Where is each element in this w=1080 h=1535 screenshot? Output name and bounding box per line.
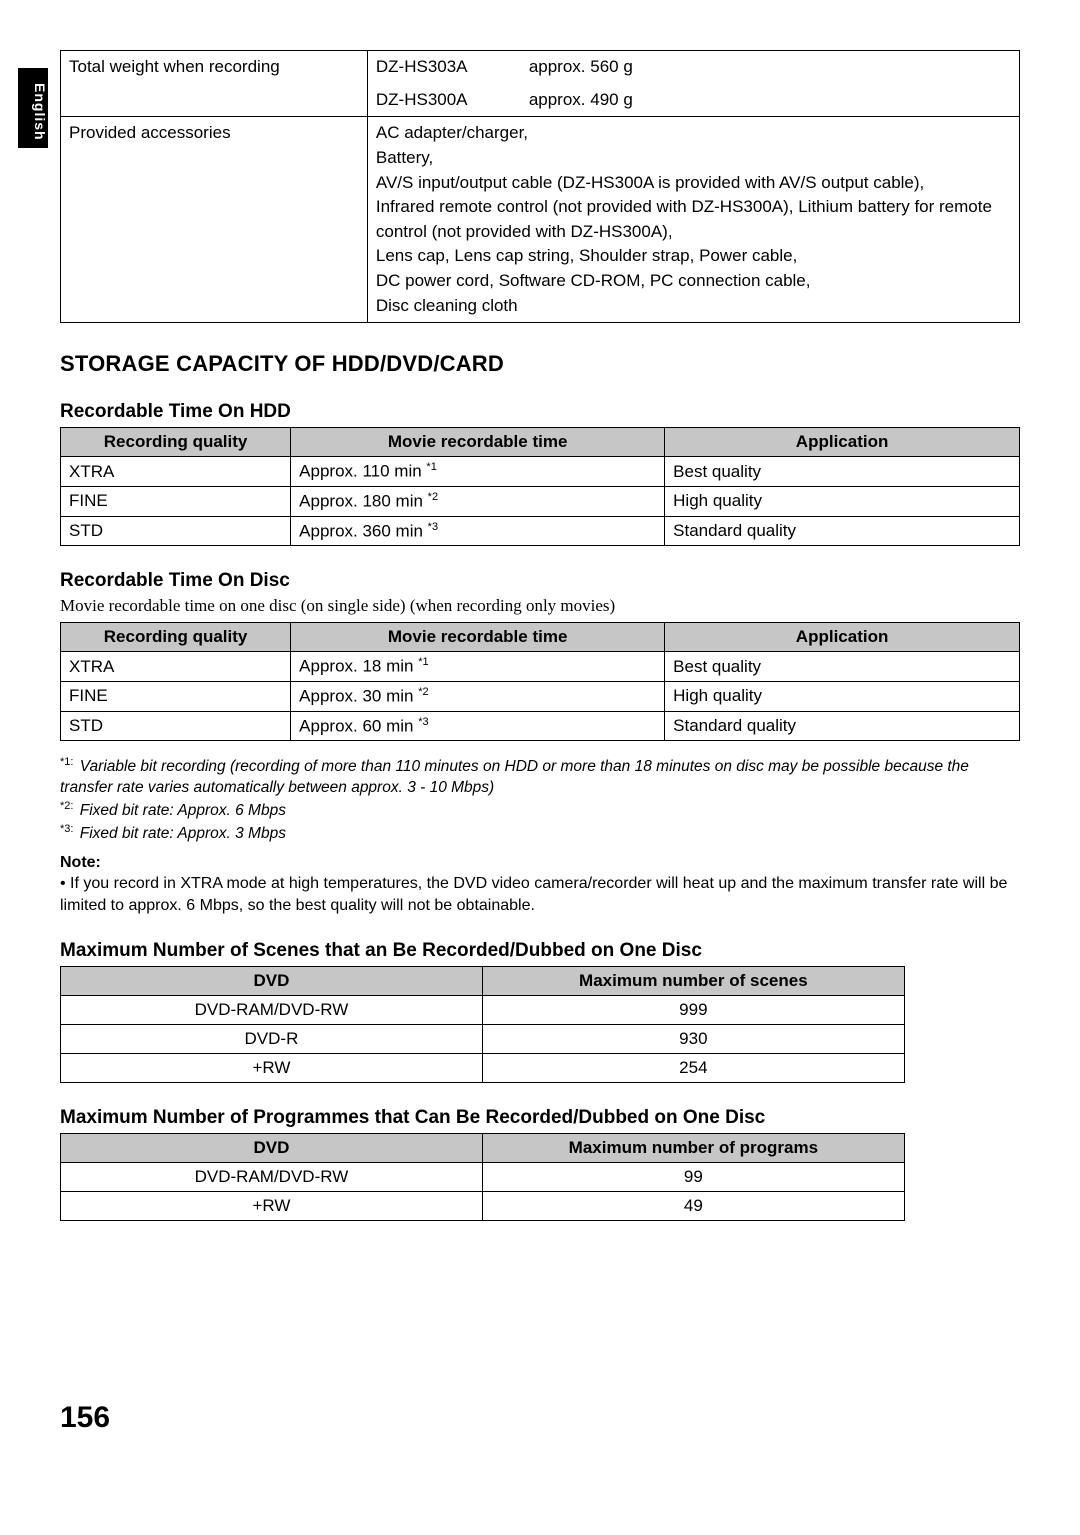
column-header: Movie recordable time [291, 428, 665, 457]
dvd-type-cell: DVD-RAM/DVD-RW [61, 1163, 483, 1192]
time-cell: Approx. 30 min *2 [291, 682, 665, 712]
hdd-heading: Recordable Time On HDD [60, 401, 1020, 423]
column-header: Application [665, 428, 1020, 457]
application-cell: Standard quality [665, 516, 1020, 546]
column-header: Movie recordable time [291, 623, 665, 652]
footnotes: *1: Variable bit recording (recording of… [60, 755, 1020, 845]
footnote: *2: Fixed bit rate: Approx. 6 Mbps [60, 799, 1020, 822]
column-header: Maximum number of programs [482, 1134, 904, 1163]
time-cell: Approx. 18 min *1 [291, 652, 665, 682]
application-cell: Best quality [665, 652, 1020, 682]
note-label: Note: [60, 854, 101, 871]
dvd-type-cell: DVD-RAM/DVD-RW [61, 996, 483, 1025]
quality-cell: FINE [61, 487, 291, 517]
page-number: 156 [60, 1401, 1020, 1435]
quality-cell: STD [61, 711, 291, 741]
time-cell: Approx. 60 min *3 [291, 711, 665, 741]
column-header: Application [665, 623, 1020, 652]
note-text: If you record in XTRA mode at high tempe… [60, 875, 1007, 914]
programmes-table: DVDMaximum number of programsDVD-RAM/DVD… [60, 1133, 905, 1221]
quality-cell: XTRA [61, 457, 291, 487]
value-cell: 930 [482, 1025, 904, 1054]
storage-heading: STORAGE CAPACITY OF HDD/DVD/CARD [60, 351, 1020, 377]
quality-cell: FINE [61, 682, 291, 712]
column-header: Recording quality [61, 428, 291, 457]
spec-label: Provided accessories [61, 117, 368, 323]
column-header: Maximum number of scenes [482, 967, 904, 996]
footnote: *1: Variable bit recording (recording of… [60, 755, 1020, 799]
note-bullet: • [60, 875, 70, 892]
disc-desc: Movie recordable time on one disc (on si… [60, 596, 1020, 616]
scenes-table: DVDMaximum number of scenesDVD-RAM/DVD-R… [60, 966, 905, 1083]
spec-value: approx. 560 g [521, 51, 1020, 84]
note-block: Note: • If you record in XTRA mode at hi… [60, 852, 1020, 917]
time-cell: Approx. 360 min *3 [291, 516, 665, 546]
footnote: *3: Fixed bit rate: Approx. 3 Mbps [60, 822, 1020, 845]
spec-text: AC adapter/charger,Battery,AV/S input/ou… [367, 117, 1019, 323]
value-cell: 99 [482, 1163, 904, 1192]
dvd-type-cell: +RW [61, 1054, 483, 1083]
dvd-type-cell: +RW [61, 1192, 483, 1221]
disc-heading: Recordable Time On Disc [60, 570, 1020, 592]
spec-table: Total weight when recordingDZ-HS303Aappr… [60, 50, 1020, 323]
time-cell: Approx. 110 min *1 [291, 457, 665, 487]
quality-cell: XTRA [61, 652, 291, 682]
spec-model: DZ-HS303A [367, 51, 520, 84]
quality-cell: STD [61, 516, 291, 546]
column-header: DVD [61, 967, 483, 996]
application-cell: Best quality [665, 457, 1020, 487]
spec-value: approx. 490 g [521, 84, 1020, 117]
value-cell: 999 [482, 996, 904, 1025]
application-cell: High quality [665, 682, 1020, 712]
value-cell: 49 [482, 1192, 904, 1221]
time-cell: Approx. 180 min *2 [291, 487, 665, 517]
programmes-heading: Maximum Number of Programmes that Can Be… [60, 1107, 1020, 1129]
spec-label: Total weight when recording [61, 51, 368, 84]
column-header: DVD [61, 1134, 483, 1163]
language-tab: English [18, 68, 48, 148]
hdd-table: Recording qualityMovie recordable timeAp… [60, 427, 1020, 546]
scenes-heading: Maximum Number of Scenes that an Be Reco… [60, 940, 1020, 962]
dvd-type-cell: DVD-R [61, 1025, 483, 1054]
application-cell: High quality [665, 487, 1020, 517]
application-cell: Standard quality [665, 711, 1020, 741]
disc-table: Recording qualityMovie recordable timeAp… [60, 622, 1020, 741]
column-header: Recording quality [61, 623, 291, 652]
value-cell: 254 [482, 1054, 904, 1083]
spec-model: DZ-HS300A [367, 84, 520, 117]
